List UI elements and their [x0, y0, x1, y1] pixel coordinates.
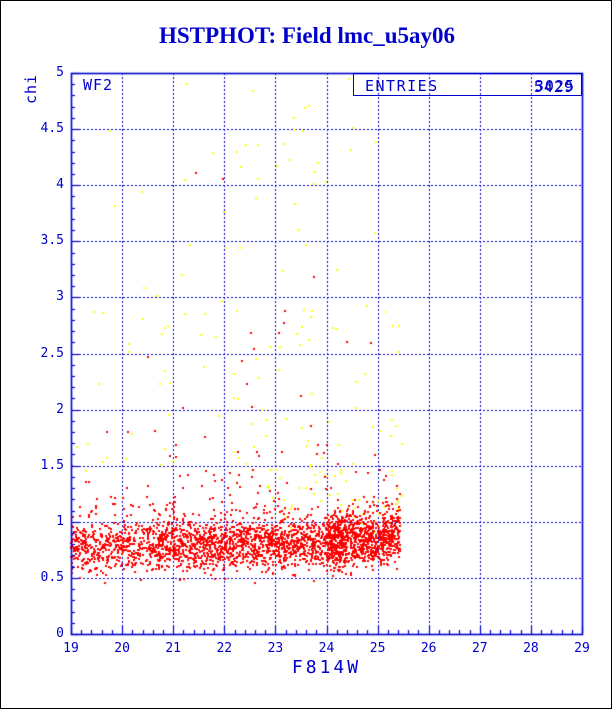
- x-tick-label: 27: [471, 641, 488, 656]
- page-title: HSTPHOT: Field lmc_u5ay06: [158, 23, 456, 48]
- x-tick-label: 25: [369, 641, 386, 656]
- x-tick-label: 24: [318, 641, 335, 656]
- y-tick-label: 4: [56, 177, 64, 193]
- y-tick-label: 4.5: [40, 121, 64, 137]
- entries-label: ENTRIES: [365, 77, 439, 95]
- x-tick-label: 20: [114, 641, 130, 656]
- chip-label: WF2: [83, 76, 114, 94]
- y-tick-label: 0.5: [40, 569, 64, 585]
- y-tick-label: 5: [56, 65, 64, 80]
- y-tick-label: 0: [56, 626, 64, 641]
- x-tick-label: 26: [420, 641, 437, 656]
- entries-value-primary: 3025: [534, 77, 575, 95]
- y-tick-label: 1: [56, 513, 64, 529]
- entries-value-overprint: 5429: [533, 78, 574, 96]
- y-tick-label: 2: [56, 401, 64, 417]
- y-tick-label: 2.5: [40, 345, 64, 361]
- x-tick-label: 29: [574, 641, 590, 656]
- x-axis-label: F814W: [291, 657, 362, 678]
- y-tick-label: 1.5: [40, 457, 64, 473]
- y-tick-label: 3: [56, 289, 64, 305]
- y-tick-label: 3.5: [40, 233, 64, 249]
- x-tick-label: 19: [63, 641, 79, 656]
- x-tick-label: 28: [523, 641, 539, 656]
- x-tick-label: 23: [267, 641, 284, 656]
- x-tick-label: 22: [216, 641, 233, 656]
- stats-box: ENTRIES 3025 5429: [353, 73, 582, 96]
- x-tick-label: 21: [165, 641, 182, 656]
